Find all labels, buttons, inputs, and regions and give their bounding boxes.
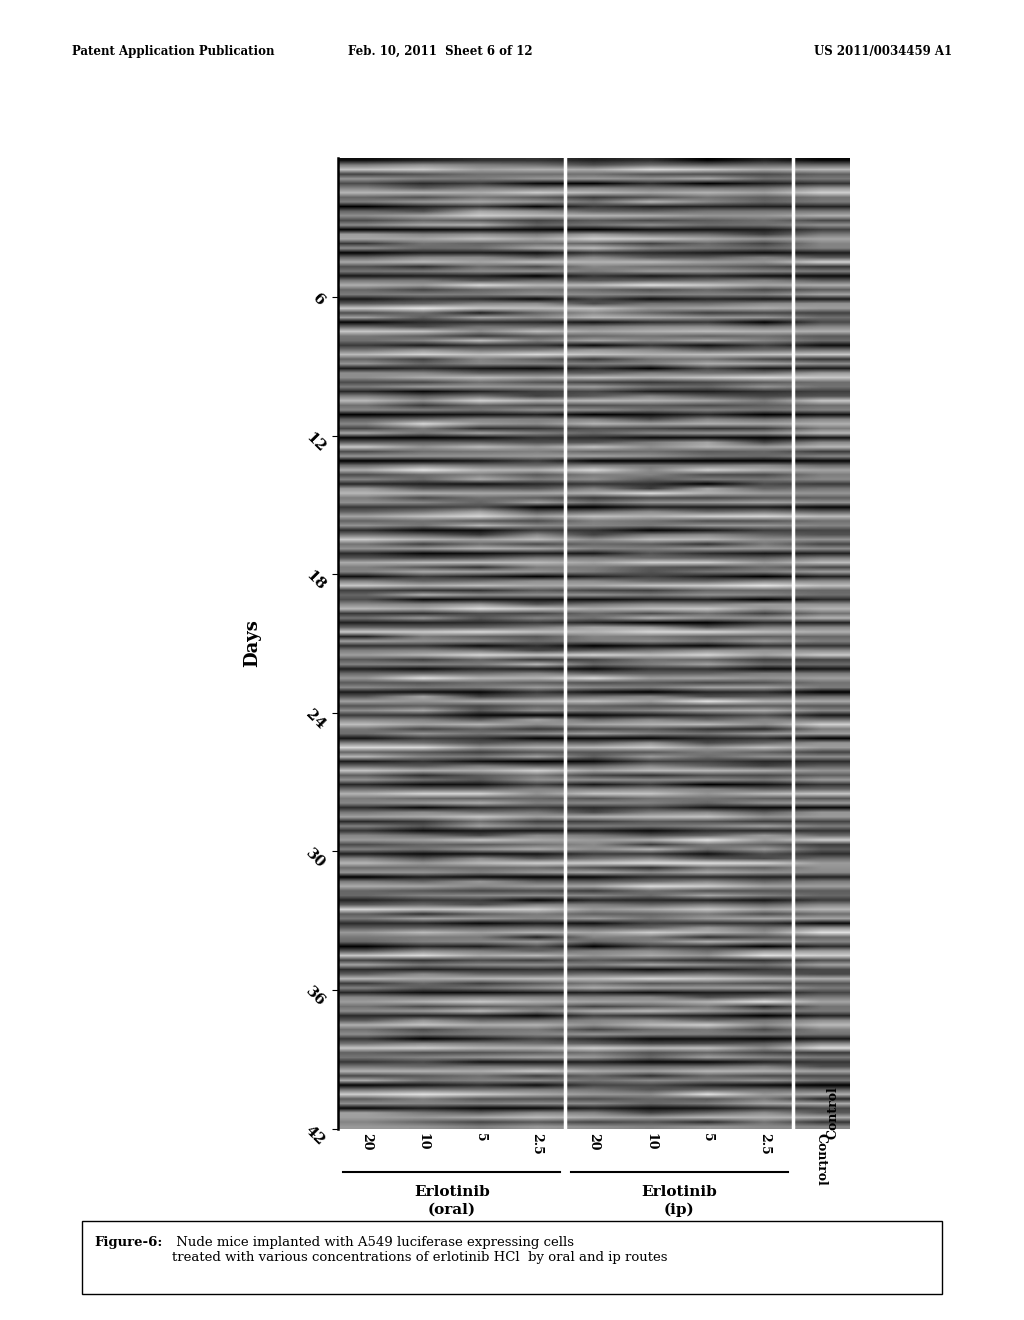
Text: Control: Control bbox=[826, 1086, 840, 1139]
Text: Nude mice implanted with A549 luciferase expressing cells
treated with various c: Nude mice implanted with A549 luciferase… bbox=[172, 1236, 668, 1263]
Text: (ip): (ip) bbox=[664, 1203, 694, 1217]
Text: Patent Application Publication: Patent Application Publication bbox=[72, 45, 274, 58]
Text: (oral): (oral) bbox=[428, 1203, 476, 1217]
Y-axis label: Days: Days bbox=[243, 619, 261, 668]
Text: Erlotinib: Erlotinib bbox=[414, 1185, 489, 1200]
Text: Erlotinib: Erlotinib bbox=[641, 1185, 717, 1200]
Text: US 2011/0034459 A1: US 2011/0034459 A1 bbox=[814, 45, 952, 58]
Text: Feb. 10, 2011  Sheet 6 of 12: Feb. 10, 2011 Sheet 6 of 12 bbox=[348, 45, 532, 58]
Text: Figure-6:: Figure-6: bbox=[95, 1236, 163, 1249]
FancyBboxPatch shape bbox=[82, 1221, 942, 1294]
